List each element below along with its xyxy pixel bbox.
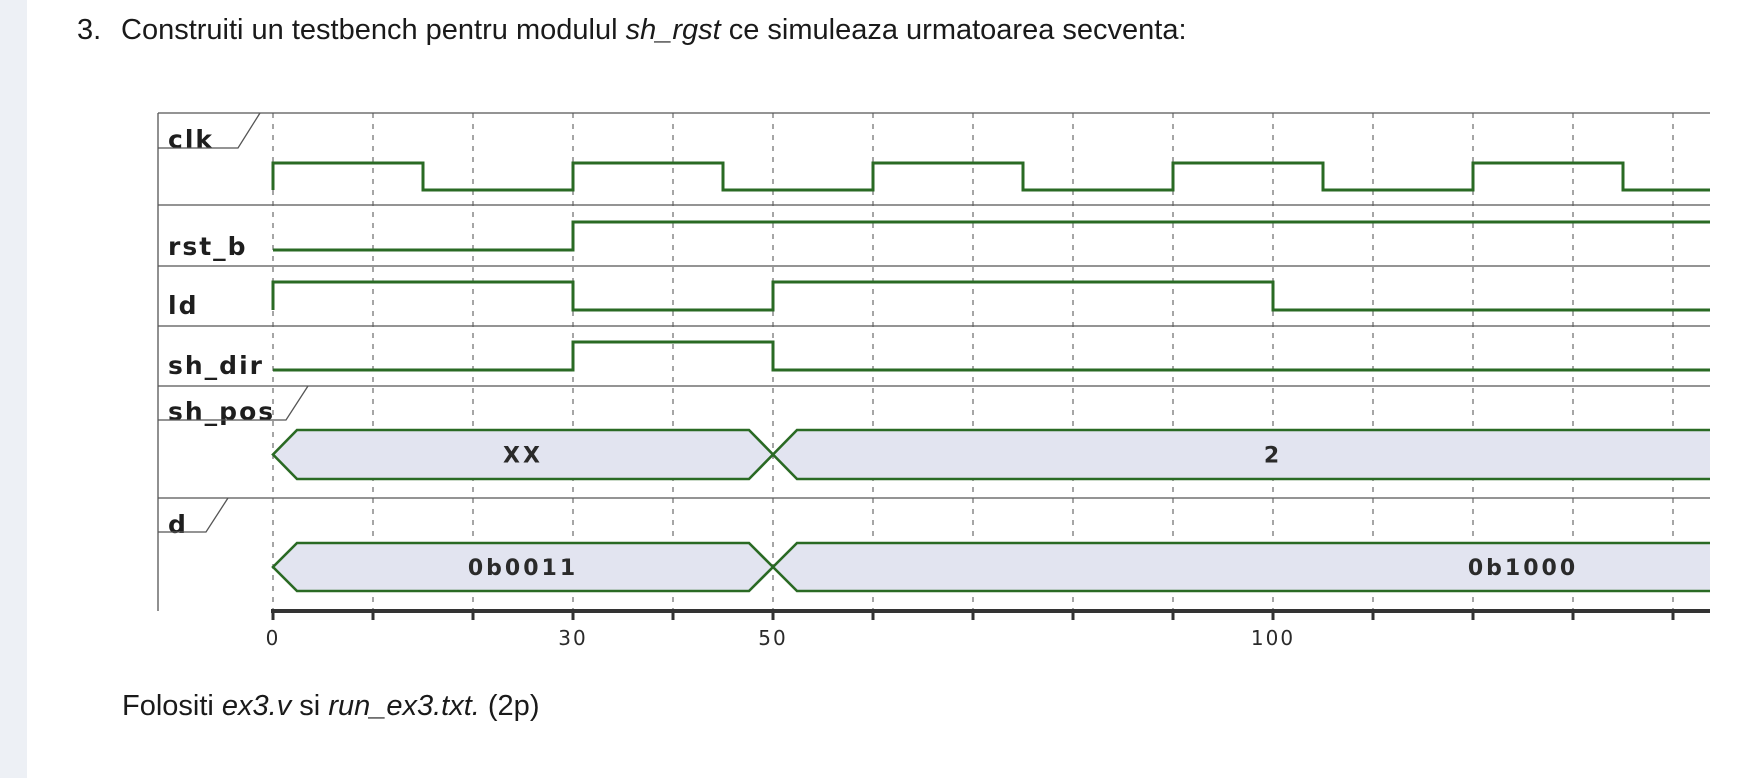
bus-fill-d-1	[773, 543, 1710, 591]
signal-ld: ld	[168, 280, 1710, 320]
tick-label-30: 30	[558, 626, 587, 650]
diagram-frame	[157, 112, 1710, 611]
signal-sh-dir: sh_dir	[168, 340, 1710, 380]
signal-label-clk: clk	[168, 125, 214, 154]
bus-fill-sh-pos-1	[773, 430, 1710, 479]
time-axis: 0 30 50 100	[266, 609, 1710, 650]
tick-label-100: 100	[1251, 626, 1295, 650]
footer-note: Folositi ex3.v si run_ex3.txt. (2p)	[122, 690, 539, 723]
task-text-after: ce simuleaza urmatoarea secventa:	[720, 14, 1187, 46]
bus-value-sh-pos-0: XX	[503, 444, 543, 469]
bus-value-sh-pos-1: 2	[1264, 444, 1282, 469]
signal-label-sh-pos: sh_pos	[168, 397, 275, 426]
bus-value-d-0: 0b0011	[468, 556, 578, 581]
file-run-ex3: run_ex3.txt.	[328, 690, 480, 722]
tick-label-0: 0	[266, 626, 281, 650]
footer-middle: si	[291, 690, 329, 722]
waveform-rst-b	[273, 220, 1710, 252]
footer-points: (2p)	[479, 690, 540, 722]
page: 3. Construiti un testbench pentru modulul…	[27, 0, 1744, 778]
module-name: sh_rgst	[625, 14, 721, 46]
signal-tab-sh-pos	[158, 385, 309, 421]
bus-fill-d-0	[273, 543, 773, 591]
bus-outline-d-0	[271, 541, 775, 593]
signal-label-d: d	[168, 510, 188, 539]
bus-outline-d-1	[771, 541, 1710, 593]
file-ex3-v: ex3.v	[221, 690, 292, 722]
task-number: 3.	[77, 14, 102, 46]
waveform-clk	[271, 161, 1710, 192]
footer-prefix: Folositi	[122, 690, 222, 722]
signal-clk: clk	[158, 112, 1710, 192]
task-text-before: Construiti un testbench pentru modulul	[121, 14, 626, 46]
signal-tab-clk	[158, 112, 261, 149]
grid-lines	[272, 113, 1674, 611]
signal-tab-d	[158, 497, 229, 533]
tick-label-50: 50	[758, 626, 787, 650]
signal-rst-b: rst_b	[168, 220, 1710, 261]
waveform-sh-dir	[273, 340, 1710, 372]
signal-label-sh-dir: sh_dir	[168, 351, 264, 380]
bus-outline-sh-pos-0	[271, 428, 775, 481]
signal-sh-pos: sh_pos XX 2	[158, 385, 1710, 481]
bus-outline-sh-pos-1	[771, 428, 1710, 481]
signal-label-rst-b: rst_b	[168, 232, 248, 261]
bus-fill-sh-pos-0	[273, 430, 773, 479]
signal-label-ld: ld	[168, 291, 198, 320]
waveform-ld	[271, 280, 1710, 312]
signal-d: d 0b0011 0b1000	[158, 497, 1710, 593]
signals: clk rst_bld sh_dir sh_pos XX 2 d 0b0011 0b1000	[158, 112, 1710, 593]
bus-value-d-1: 0b1000	[1468, 556, 1578, 581]
task-statement: 3. Construiti un testbench pentru modulul…	[77, 14, 1187, 47]
